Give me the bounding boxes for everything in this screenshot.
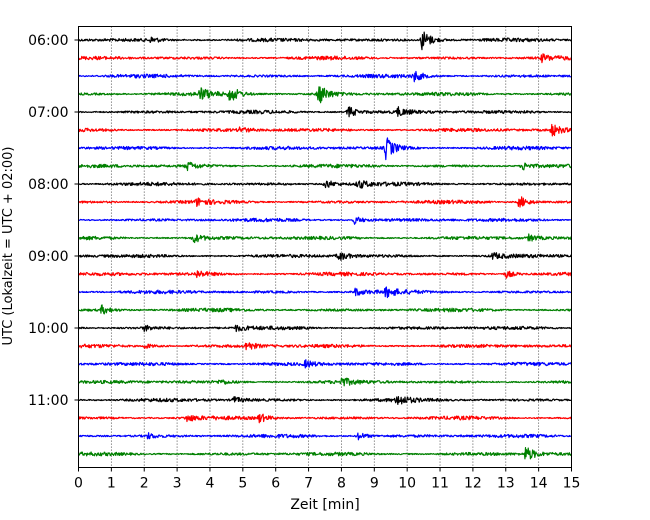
y-tick-label: 06:00: [28, 33, 68, 49]
seismic-trace-10:30: [78, 359, 573, 369]
x-tick-label: 12: [464, 476, 482, 492]
x-tick-label: 6: [271, 476, 280, 492]
seismic-trace-10:45: [78, 377, 573, 387]
seismic-trace-10:00: [77, 324, 572, 333]
seismic-trace-08:30: [78, 216, 572, 225]
seismic-trace-07:45: [78, 161, 573, 172]
x-tick-label: 5: [238, 476, 247, 492]
seismic-trace-07:00: [78, 106, 572, 118]
x-tick-label: 9: [370, 476, 379, 492]
seismic-trace-11:30: [77, 432, 572, 441]
x-tick-label: 13: [497, 476, 515, 492]
seismic-trace-11:45: [78, 447, 572, 460]
x-tick-label: 8: [337, 476, 346, 492]
x-tick-label: 14: [530, 476, 548, 492]
plot-frame: [78, 26, 572, 468]
y-tick-label: 11:00: [28, 393, 68, 409]
y-tick-label: 09:00: [28, 249, 68, 265]
seismic-trace-10:15: [77, 342, 573, 351]
y-tick-label: 07:00: [28, 105, 68, 121]
x-tick-label: 10: [398, 476, 416, 492]
x-tick-label: 1: [107, 476, 116, 492]
seismic-trace-11:00: [77, 396, 573, 406]
y-tick-label: 08:00: [28, 177, 68, 193]
seismic-trace-09:30: [77, 286, 573, 299]
seismic-trace-08:00: [78, 180, 572, 189]
x-tick-label: 0: [74, 476, 83, 492]
y-tick-label: 10:00: [28, 321, 68, 337]
y-axis: 06:00 07:00 08:00 09:00 10:00 11:00: [28, 33, 79, 409]
seismic-trace-09:15: [77, 270, 573, 279]
x-tick-label: 4: [206, 476, 215, 492]
seismic-trace-07:30: [77, 137, 573, 161]
x-axis: 0 1 2 3 4 5 6 7 8 9 10 11 12 13 14 15: [74, 467, 581, 492]
seismic-trace-06:15: [77, 53, 573, 64]
x-tick-label: 11: [431, 476, 449, 492]
x-axis-label: Zeit [min]: [290, 497, 359, 513]
x-tick-label: 3: [173, 476, 182, 492]
seismic-trace-11:15: [77, 413, 573, 424]
y-axis-label: UTC (Lokalzeit = UTC + 02:00): [1, 147, 16, 346]
seismic-trace-06:00: [78, 31, 572, 51]
seismic-trace-09:45: [78, 304, 572, 315]
seismic-trace-07:15: [78, 123, 573, 137]
seismic-trace-09:00: [78, 252, 573, 261]
x-tick-label: 15: [563, 476, 581, 492]
x-tick-label: 7: [304, 476, 313, 492]
seismic-trace-08:15: [77, 196, 572, 208]
seismic-trace-08:45: [78, 233, 573, 244]
x-tick-label: 2: [140, 476, 149, 492]
seismic-trace-06:45: [78, 86, 572, 104]
seismic-trace-06:30: [78, 70, 572, 83]
trace-group: [77, 31, 573, 460]
